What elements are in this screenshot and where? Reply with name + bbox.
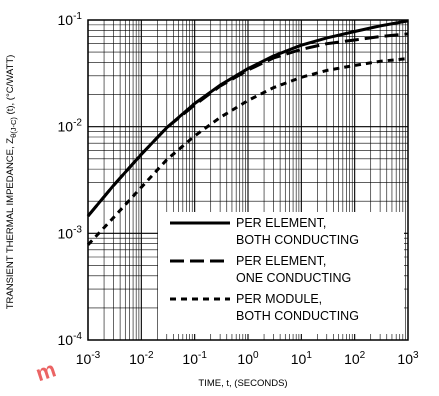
x-tick-label: 10-2	[129, 350, 154, 367]
x-tick-label: 100	[237, 350, 259, 367]
x-tick-label: 102	[344, 350, 366, 367]
x-tick-label: 103	[397, 350, 419, 367]
x-tick-label: 10-3	[76, 350, 101, 367]
legend-label-1-line1: PER ELEMENT,	[236, 216, 326, 230]
y-axis-label-units: (t), (°C/WATT)	[5, 55, 16, 117]
x-tick-label: 101	[291, 350, 313, 367]
y-axis-label-main: TRANSIENT THERMAL IMPEDANCE, Z	[5, 138, 16, 310]
series-layer	[86, 19, 409, 246]
y-tick-label: 10-4	[58, 331, 83, 348]
legend-label-3-line2: BOTH CONDUCTING	[236, 309, 359, 323]
plot-border	[87, 19, 409, 341]
series-line-3	[86, 57, 409, 246]
x-axis-label: TIME, t, (SECONDS)	[198, 378, 287, 389]
legend-label-2-line1: PER ELEMENT,	[236, 254, 326, 268]
series-line-2	[86, 32, 409, 218]
y-tick-label: 10-1	[58, 11, 83, 28]
legend-label-1-line2: BOTH CONDUCTING	[236, 233, 359, 247]
y-tick-label: 10-3	[58, 224, 83, 241]
legend: PER ELEMENT, BOTH CONDUCTING PER ELEMENT, O…	[158, 212, 404, 334]
legend-label-3-line1: PER MODULE,	[236, 292, 322, 306]
watermark-logo: m	[33, 356, 59, 386]
legend-box	[158, 212, 404, 334]
y-axis-label-subscript: θ(J-C)	[9, 117, 18, 138]
y-tick-label: 10-2	[58, 118, 83, 135]
tick-labels: 10-3 10-2 10-1 100 101 102 103 10-4 10-3 10-2 10-1	[58, 11, 419, 367]
y-axis-label: TRANSIENT THERMAL IMPEDANCE, Zθ(J-C) (t)…	[5, 55, 18, 310]
x-tick-label: 10-1	[182, 350, 207, 367]
legend-label-2-line2: ONE CONDUCTING	[236, 271, 351, 285]
